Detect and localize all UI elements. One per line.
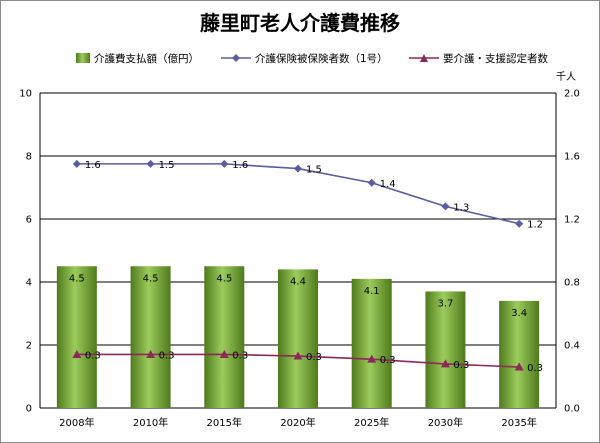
y-left-tick-label: 8 xyxy=(26,152,32,163)
y-left-tick-label: 10 xyxy=(19,89,32,100)
y-right-tick-label: 0.0 xyxy=(564,404,580,415)
y-right-tick-label: 0.4 xyxy=(564,341,580,352)
point-marker xyxy=(146,159,155,168)
series-line xyxy=(76,163,520,225)
line-data-label: 1.5 xyxy=(159,160,175,171)
bar xyxy=(425,291,466,408)
point-marker xyxy=(441,202,450,211)
point-marker xyxy=(293,351,303,360)
bar xyxy=(351,278,392,408)
y-left-tick-label: 0 xyxy=(26,404,32,415)
line-data-label: 0.3 xyxy=(306,352,322,363)
bar xyxy=(56,266,97,408)
point-marker xyxy=(440,359,450,368)
legend-label-certified: 要介護・支援認定者数 xyxy=(443,52,548,65)
y-left-tick-label: 4 xyxy=(26,278,32,289)
legend-item-certified: 要介護・支援認定者数 xyxy=(409,52,548,65)
line-data-label: 1.6 xyxy=(85,160,101,171)
legend-item-insured: 介護保険被保険者数（1号） xyxy=(221,52,388,65)
point-marker xyxy=(72,349,82,358)
x-tick-label: 2025年 xyxy=(354,416,389,429)
y-left-tick-label: 6 xyxy=(26,215,32,226)
line-data-label: 0.3 xyxy=(85,350,101,361)
point-marker xyxy=(146,349,156,358)
point-marker xyxy=(515,219,524,228)
point-marker xyxy=(72,159,81,168)
point-marker xyxy=(514,362,524,371)
line-data-label: 0.3 xyxy=(527,363,543,374)
x-tick-label: 2030年 xyxy=(428,416,463,429)
y-right-tick-label: 1.6 xyxy=(564,152,580,163)
right-axis-unit: 千人 xyxy=(556,71,576,83)
bar-data-label: 3.7 xyxy=(437,298,453,309)
bar-data-label: 4.5 xyxy=(69,273,85,284)
bar-data-label: 4.5 xyxy=(143,273,159,284)
point-marker xyxy=(220,159,229,168)
bar-data-label: 3.4 xyxy=(511,308,527,319)
bar xyxy=(204,266,245,408)
line-data-label: 0.3 xyxy=(453,360,469,371)
line-data-label: 1.5 xyxy=(306,165,322,176)
line-data-label: 1.2 xyxy=(527,220,543,231)
line-data-label: 1.6 xyxy=(232,160,248,171)
y-right-tick-label: 1.2 xyxy=(564,215,580,226)
point-marker xyxy=(219,349,229,358)
x-tick-label: 2010年 xyxy=(133,416,168,429)
legend-swatch-cost xyxy=(76,53,90,63)
point-marker xyxy=(367,354,377,363)
plot-area: 0 2 4 6 8 10 0.0 0.4 0.8 1.2 1.6 2.0 4.5 4.5 4.5 4.4 4.1… xyxy=(19,89,580,430)
line-data-label: 1.4 xyxy=(380,179,396,190)
chart-title: 藤里町老人介護費推移 xyxy=(199,11,400,35)
x-tick-label: 2008年 xyxy=(59,416,94,429)
legend: 介護費支払額（億円） 介護保険被保険者数（1号） 要介護・支援認定者数 xyxy=(76,52,548,65)
legend-marker-certified xyxy=(420,54,428,62)
line-data-label: 0.3 xyxy=(159,350,175,361)
bar xyxy=(278,269,318,408)
line-data-label: 0.3 xyxy=(380,355,396,366)
legend-item-cost: 介護費支払額（億円） xyxy=(76,52,199,65)
bar-data-label: 4.1 xyxy=(364,286,380,297)
bar xyxy=(130,266,171,408)
bar-data-label: 4.4 xyxy=(290,276,306,287)
legend-marker-insured xyxy=(232,54,240,62)
x-tick-label: 2015年 xyxy=(207,416,242,429)
legend-label-insured: 介護保険被保険者数（1号） xyxy=(255,52,388,65)
bar xyxy=(499,300,540,408)
x-tick-label: 2020年 xyxy=(280,416,315,429)
x-tick-label: 2035年 xyxy=(501,416,536,429)
y-left-tick-label: 2 xyxy=(26,341,32,352)
y-right-tick-label: 0.8 xyxy=(564,278,580,289)
line-data-label: 0.3 xyxy=(232,350,248,361)
bar-data-label: 4.5 xyxy=(216,273,232,284)
y-right-tick-label: 2.0 xyxy=(564,89,580,100)
legend-label-cost: 介護費支払額（億円） xyxy=(94,52,199,65)
point-marker xyxy=(367,178,376,187)
line-data-label: 1.3 xyxy=(453,202,469,213)
point-marker xyxy=(294,164,302,173)
